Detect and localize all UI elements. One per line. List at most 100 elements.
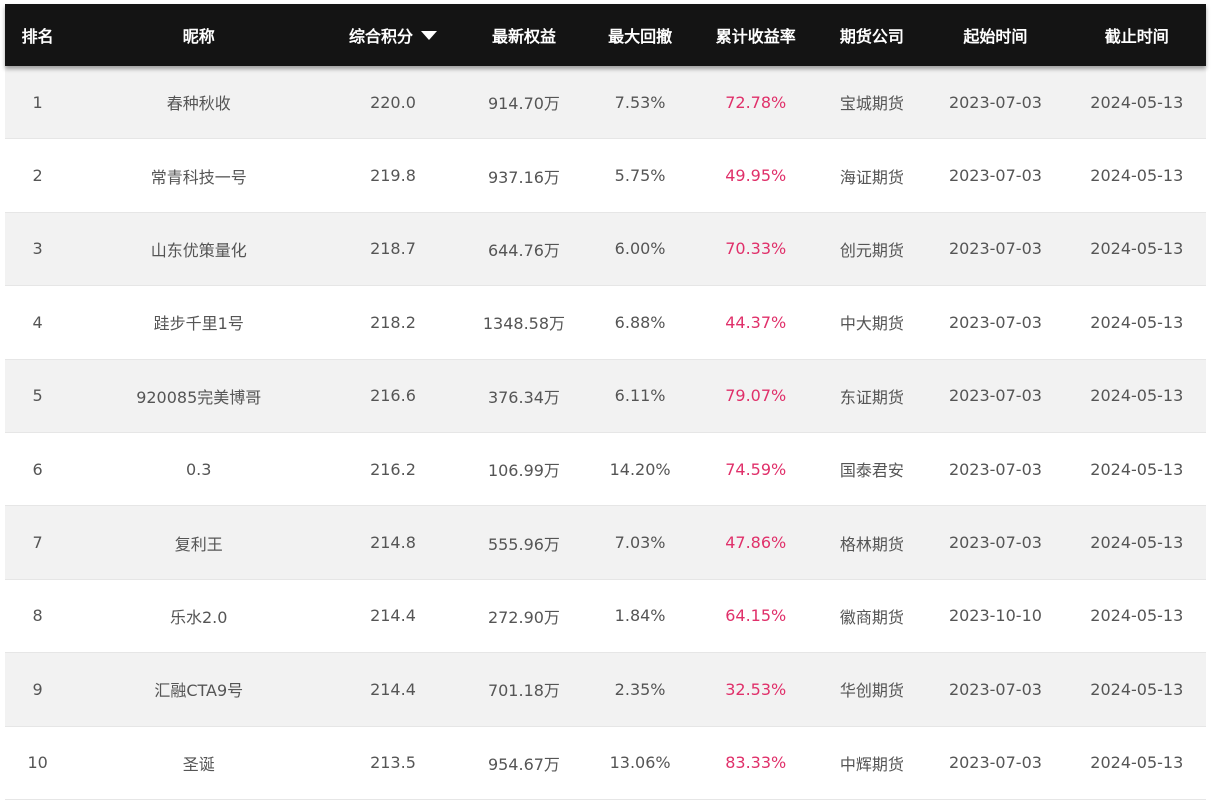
header-score-sort[interactable]: 综合积分 (327, 23, 458, 47)
cell-equity: 701.18万 (487, 681, 560, 701)
cell-company: 创元期货 (839, 240, 904, 260)
header-company: 期货公司 (839, 27, 904, 46)
cell-start: 2023-10-10 (948, 606, 1042, 626)
header-end: 截止时间 (1104, 27, 1169, 46)
cell-score: 218.2 (370, 312, 416, 332)
cell-name: 0.3 (186, 459, 212, 479)
header-start: 起始时间 (963, 27, 1028, 46)
cell-return: 32.53% (725, 679, 787, 699)
cell-end: 2024-05-13 (1090, 606, 1184, 626)
cell-score: 219.8 (370, 166, 416, 186)
cell-end: 2024-05-13 (1090, 533, 1184, 553)
cell-return: 83.33% (725, 753, 787, 773)
cell-drawdown: 7.53% (614, 92, 666, 112)
cell-end: 2024-05-13 (1090, 386, 1184, 406)
cell-equity: 954.67万 (487, 754, 560, 774)
cell-start: 2023-07-03 (948, 166, 1042, 186)
table-row: 5 920085完美博哥 216.6 376.34万 6.11% 79.07% … (5, 359, 1206, 433)
cell-start: 2023-07-03 (948, 753, 1042, 773)
cell-end: 2024-05-13 (1090, 753, 1184, 773)
cell-start: 2023-07-03 (948, 312, 1042, 332)
cell-start: 2023-07-03 (948, 386, 1042, 406)
cell-end: 2024-05-13 (1090, 239, 1184, 259)
cell-company: 海证期货 (839, 167, 904, 187)
table-row: 3 山东优策量化 218.7 644.76万 6.00% 70.33% 创元期货… (5, 212, 1206, 287)
cell-score: 218.7 (370, 239, 416, 259)
cell-rank: 1 (32, 92, 43, 112)
cell-start: 2023-07-03 (948, 459, 1042, 479)
table-row: 8 乐水2.0 214.4 272.90万 1.84% 64.15% 徽商期货 … (5, 579, 1206, 654)
cell-return: 64.15% (725, 606, 787, 626)
cell-return: 47.86% (725, 533, 787, 553)
cell-rank: 3 (32, 239, 43, 259)
cell-start: 2023-07-03 (948, 92, 1042, 112)
cell-company: 中大期货 (839, 314, 904, 334)
cell-score: 220.0 (370, 92, 416, 112)
cell-equity: 272.90万 (487, 607, 560, 627)
cell-drawdown: 6.11% (614, 386, 666, 406)
table-row: 10 圣诞 213.5 954.67万 13.06% 83.33% 中辉期货 2… (5, 726, 1206, 800)
cell-rank: 8 (32, 606, 43, 626)
cell-end: 2024-05-13 (1090, 459, 1184, 479)
cell-name: 春种秋收 (166, 94, 231, 114)
cell-rank: 9 (32, 679, 43, 699)
cell-equity: 376.34万 (487, 387, 560, 407)
header-drawdown: 最大回撤 (608, 27, 673, 46)
cell-name: 常青科技一号 (150, 167, 247, 187)
table-row: 9 汇融CTA9号 214.4 701.18万 2.35% 32.53% 华创期… (5, 653, 1206, 727)
cell-end: 2024-05-13 (1090, 92, 1184, 112)
table-header: 排名 昵称 综合积分 最新权益 最大回撤 累计收益率 期货公司 起始时间 截止时… (5, 4, 1206, 66)
cell-equity: 555.96万 (487, 534, 560, 554)
cell-company: 中辉期货 (839, 754, 904, 774)
header-equity: 最新权益 (491, 27, 556, 46)
cell-return: 79.07% (725, 386, 787, 406)
header-score-label: 综合积分 (348, 27, 413, 46)
cell-company: 格林期货 (839, 534, 904, 554)
cell-end: 2024-05-13 (1090, 312, 1184, 332)
cell-name: 跬步千里1号 (153, 314, 244, 334)
cell-equity: 1348.58万 (482, 314, 566, 334)
cell-rank: 7 (32, 533, 43, 553)
cell-score: 216.6 (370, 386, 416, 406)
triangle-down-icon[interactable] (420, 31, 437, 40)
cell-end: 2024-05-13 (1090, 166, 1184, 186)
cell-drawdown: 14.20% (609, 459, 671, 479)
cell-rank: 10 (27, 753, 48, 773)
cell-return: 49.95% (725, 166, 787, 186)
cell-equity: 644.76万 (487, 240, 560, 260)
cell-name: 乐水2.0 (170, 607, 228, 627)
cell-equity: 937.16万 (487, 167, 560, 187)
cell-rank: 2 (32, 166, 43, 186)
cell-score: 214.8 (370, 533, 416, 553)
cell-return: 44.37% (725, 312, 787, 332)
table-row: 1 春种秋收 220.0 914.70万 7.53% 72.78% 宝城期货 2… (5, 66, 1206, 140)
table-row: 6 0.3 216.2 106.99万 14.20% 74.59% 国泰君安 2… (5, 432, 1206, 507)
cell-score: 213.5 (370, 753, 416, 773)
cell-rank: 5 (32, 386, 43, 406)
cell-company: 国泰君安 (839, 461, 904, 481)
cell-score: 214.4 (370, 679, 416, 699)
cell-start: 2023-07-03 (948, 239, 1042, 259)
cell-drawdown: 5.75% (614, 166, 666, 186)
cell-score: 214.4 (370, 606, 416, 626)
cell-name: 汇融CTA9号 (154, 681, 244, 701)
cell-company: 华创期货 (839, 681, 904, 701)
cell-drawdown: 7.03% (614, 533, 666, 553)
cell-drawdown: 6.00% (614, 239, 666, 259)
header-rank: 排名 (21, 27, 54, 46)
table-body: 1 春种秋收 220.0 914.70万 7.53% 72.78% 宝城期货 2… (5, 66, 1206, 800)
header-return: 累计收益率 (715, 27, 796, 46)
cell-drawdown: 1.84% (614, 606, 666, 626)
cell-company: 宝城期货 (839, 94, 904, 114)
cell-drawdown: 6.88% (614, 312, 666, 332)
cell-name: 圣诞 (182, 754, 215, 774)
cell-start: 2023-07-03 (948, 533, 1042, 553)
cell-return: 74.59% (725, 459, 787, 479)
table-row: 4 跬步千里1号 218.2 1348.58万 6.88% 44.37% 中大期… (5, 286, 1206, 360)
cell-end: 2024-05-13 (1090, 679, 1184, 699)
header-name: 昵称 (182, 27, 215, 46)
table-row: 2 常青科技一号 219.8 937.16万 5.75% 49.95% 海证期货… (5, 139, 1206, 213)
cell-start: 2023-07-03 (948, 679, 1042, 699)
cell-equity: 914.70万 (487, 94, 560, 114)
cell-name: 山东优策量化 (150, 240, 247, 260)
